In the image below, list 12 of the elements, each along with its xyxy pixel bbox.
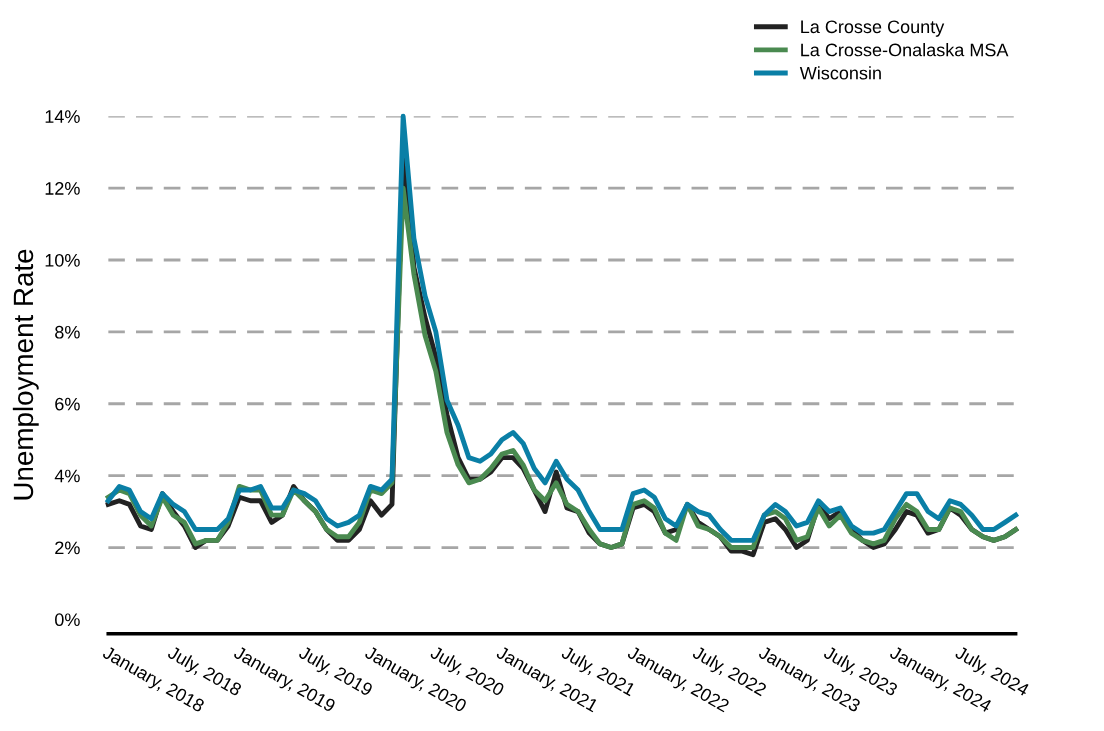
y-tick-label: 12% [45,182,80,195]
y-tick-label: 10% [45,253,80,267]
y-tick-label: 4% [54,469,80,483]
y-tick-label: 2% [55,541,80,555]
y-tick-label: 8% [55,325,80,339]
y-tick-label: 0% [55,613,80,627]
y-tick-label: 6% [55,397,80,411]
y-axis-title: Unemployment Rate [12,249,39,500]
legend-label: Wisconsin [799,66,881,80]
y-tick-label: 14% [45,110,80,123]
legend-label: La Crosse County [801,20,945,37]
legend-label: La Crosse-Onalaska MSA [801,43,1009,57]
